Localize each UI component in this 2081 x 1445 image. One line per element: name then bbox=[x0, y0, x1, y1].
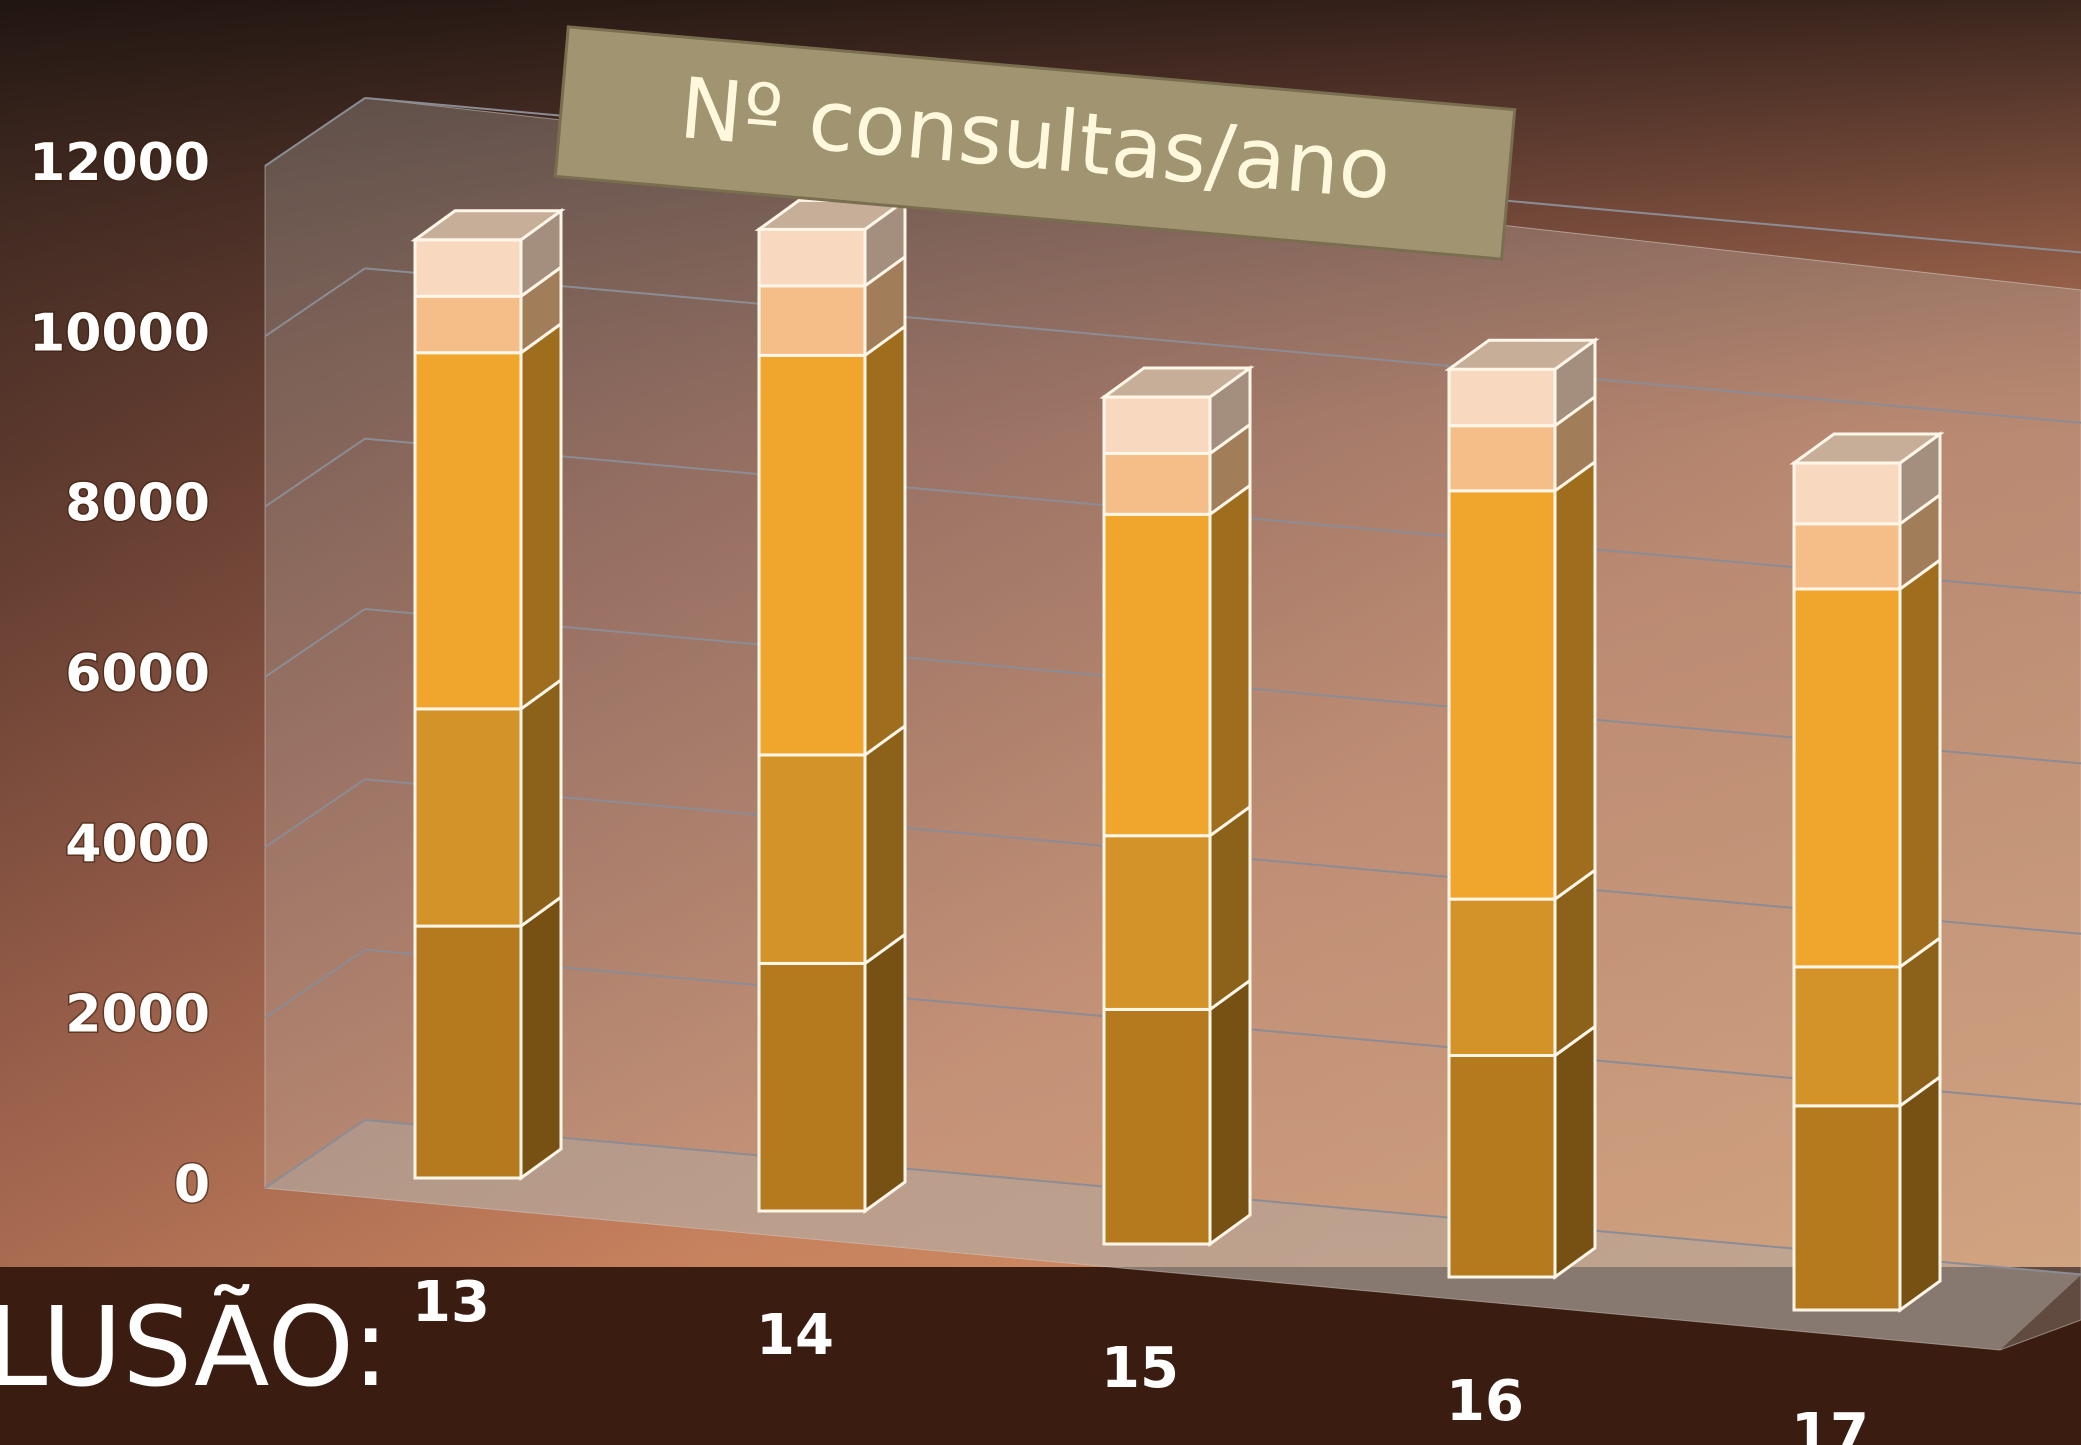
bar-segment-side bbox=[1900, 1077, 1940, 1310]
bar-segment bbox=[1104, 1009, 1210, 1244]
bar-segment bbox=[1449, 1055, 1555, 1277]
bar-segment-side bbox=[1210, 980, 1250, 1244]
y-tick-label: 12000 bbox=[29, 133, 210, 193]
bar-segment-side bbox=[865, 326, 905, 755]
bar-segment bbox=[1794, 589, 1900, 967]
bar-segment bbox=[1449, 491, 1555, 899]
slide: LUSÃO: Nº consultas/ano 0200040006000800… bbox=[0, 0, 2081, 1445]
bar-segment-side bbox=[1555, 1026, 1595, 1277]
bar-segment bbox=[1104, 514, 1210, 835]
bar-segment bbox=[1794, 1106, 1900, 1310]
x-tick-label: 16 bbox=[1446, 1369, 1524, 1434]
bar-segment bbox=[1104, 397, 1210, 453]
x-tick-label: 15 bbox=[1101, 1336, 1179, 1401]
y-tick-label: 10000 bbox=[29, 303, 210, 363]
bar-segment-side bbox=[521, 324, 561, 709]
bar-segment bbox=[1794, 463, 1900, 524]
bar-segment bbox=[415, 353, 521, 709]
bar-segment-side bbox=[865, 726, 905, 963]
y-tick-label: 6000 bbox=[65, 644, 210, 704]
x-tick-label: 17 bbox=[1791, 1402, 1869, 1445]
y-tick-label: 8000 bbox=[65, 474, 210, 534]
bar-segment-side bbox=[521, 897, 561, 1178]
bar-segment-side bbox=[1555, 870, 1595, 1055]
bar-segment-side bbox=[521, 680, 561, 926]
bar-segment bbox=[415, 709, 521, 926]
bar-segment bbox=[1104, 453, 1210, 514]
x-tick-label: 14 bbox=[756, 1303, 834, 1368]
bar-segment bbox=[415, 926, 521, 1178]
bar-segment-side bbox=[1210, 485, 1250, 835]
x-tick-label: 13 bbox=[412, 1270, 490, 1335]
bar-segment-side bbox=[1900, 560, 1940, 967]
bar-segment-side bbox=[1555, 462, 1595, 899]
y-tick-label: 2000 bbox=[65, 985, 210, 1045]
bar-segment bbox=[1794, 524, 1900, 589]
bar-segment bbox=[1449, 369, 1555, 425]
bar-segment bbox=[759, 355, 865, 755]
bar-segment bbox=[1449, 426, 1555, 491]
bar-segment bbox=[759, 286, 865, 355]
bar-segment bbox=[415, 296, 521, 352]
bar-segment bbox=[759, 229, 865, 285]
y-tick-label: 4000 bbox=[65, 814, 210, 874]
bar-segment bbox=[759, 963, 865, 1211]
bar-segment bbox=[759, 755, 865, 963]
bar-segment bbox=[1794, 967, 1900, 1106]
annotation: LUSÃO: bbox=[0, 1282, 389, 1411]
bar-segment-side bbox=[865, 934, 905, 1211]
bar-segment bbox=[415, 240, 521, 296]
bar-segment bbox=[1449, 899, 1555, 1055]
bar-segment-side bbox=[1210, 807, 1250, 1010]
bar-segment bbox=[1104, 836, 1210, 1010]
y-tick-label: 0 bbox=[174, 1155, 210, 1215]
